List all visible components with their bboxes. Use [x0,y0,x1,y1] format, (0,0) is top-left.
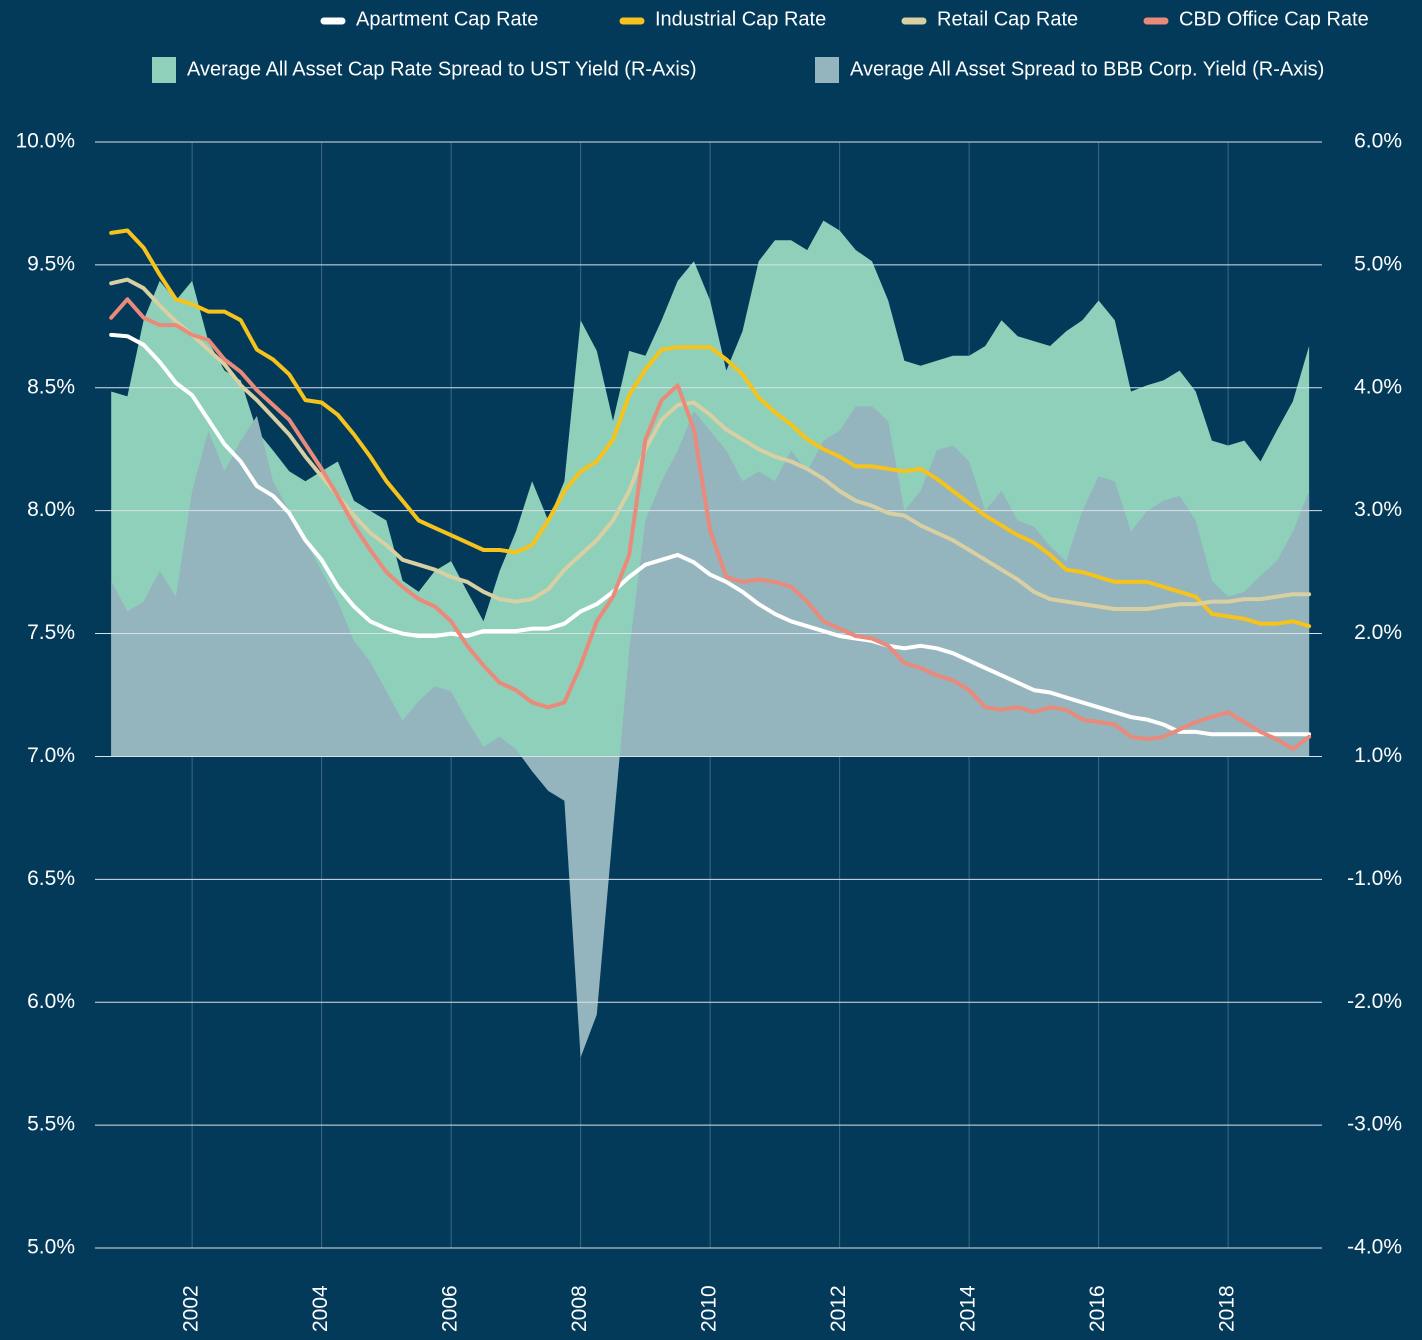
x-tick-label: 2014 [957,1285,980,1332]
legend-swatch [815,57,839,83]
y-tick-label: 7.0% [27,744,75,767]
y2-tick-label: -4.0% [1347,1236,1402,1259]
y2-tick-label: 5.0% [1354,252,1402,275]
legend: Apartment Cap Rate Industrial Cap Rate Ret… [152,8,1369,83]
legend-label: CBD Office Cap Rate [1179,8,1369,30]
line [109,297,1312,752]
legend-label: Average All Asset Spread to BBB Corp. Yi… [850,58,1324,80]
y2-tick-label: 1.0% [1354,744,1402,767]
y-tick-label: 7.5% [27,621,75,644]
y-tick-label: 9.5% [27,252,75,275]
areas [111,220,1310,1058]
y-tick-label: 5.5% [27,1113,75,1136]
y-tick-label: 5.0% [27,1236,75,1259]
legend-label: Retail Cap Rate [937,8,1078,30]
y2-tick-label: -2.0% [1347,990,1402,1013]
y-tick-label: 6.5% [27,867,75,890]
line [109,332,1312,737]
y2-tick-label: -3.0% [1347,1113,1402,1136]
y-tick-label: 10.0% [15,130,75,153]
x-tick-label: 2012 [827,1285,850,1332]
y2-tick-label: 2.0% [1354,621,1402,644]
x-tick-label: 2016 [1086,1285,1109,1332]
legend-label: Apartment Cap Rate [356,8,538,30]
line [109,277,1312,611]
x-tick-label: 2006 [439,1285,462,1332]
y-tick-label: 8.5% [27,375,75,398]
x-tick-label: 2018 [1216,1285,1239,1332]
labels: 2002 2004 2006 2008 2010 2012 2014 2016 2018 10.0… [15,130,1402,1332]
x-tick-label: 2002 [180,1285,203,1332]
y-tick-label: 6.0% [27,990,75,1013]
area [111,406,1310,1058]
y2-tick-label: -1.0% [1347,867,1402,890]
lines [109,228,1312,752]
x-tick-label: 2010 [698,1285,721,1332]
legend-label: Industrial Cap Rate [655,8,826,30]
y2-tick-label: 6.0% [1354,130,1402,153]
line [109,228,1312,629]
x-tick-label: 2008 [568,1285,591,1332]
y2-tick-label: 3.0% [1354,498,1402,521]
legend-swatch [152,57,176,83]
legend-label: Average All Asset Cap Rate Spread to UST… [187,58,697,80]
x-tick-label: 2004 [309,1285,332,1332]
y-tick-label: 8.0% [27,498,75,521]
y2-tick-label: 4.0% [1354,375,1402,398]
